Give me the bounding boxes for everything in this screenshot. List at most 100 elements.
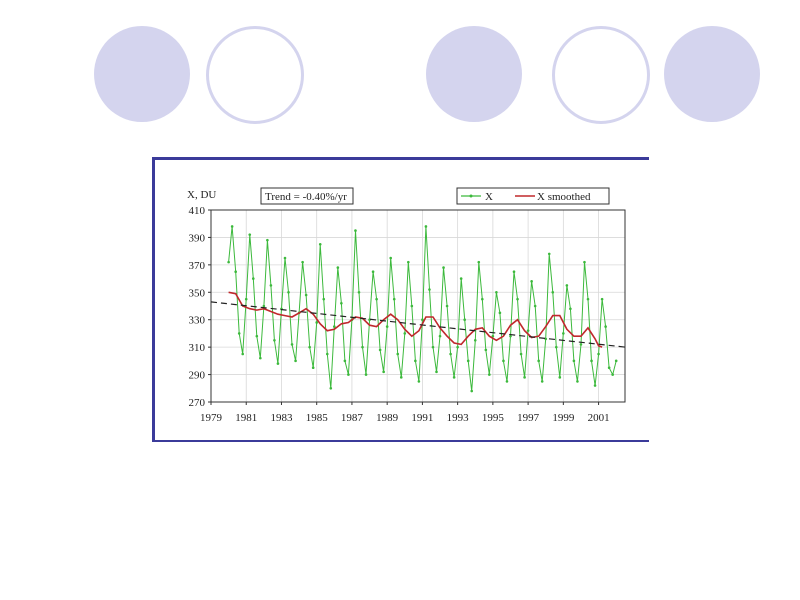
chart: 270 290 310 330 350 370 390 410 1979 1981 1983 1985… [187, 187, 626, 424]
data-point-x [301, 260, 304, 264]
data-point-x [572, 359, 576, 363]
y-tick-label: 290 [189, 370, 206, 382]
data-point-x [340, 301, 343, 305]
data-point-x [357, 290, 361, 294]
y-tick-label: 330 [189, 315, 206, 327]
data-point-x [248, 233, 252, 236]
data-point-x [333, 325, 336, 328]
x-tick-label: 1997 [517, 412, 540, 424]
data-point-x [283, 256, 287, 260]
x-tick-label: 1991 [411, 412, 433, 424]
plot-area-border [210, 209, 626, 403]
data-point-x [378, 348, 382, 352]
data-point-x [407, 260, 410, 264]
data-point-x [371, 270, 375, 274]
data-point-x [579, 343, 583, 346]
data-point-x [530, 280, 533, 283]
data-point-x [385, 325, 389, 328]
x-tick-label: 1995 [482, 412, 505, 424]
data-point-x [569, 307, 572, 311]
decor-circle-3 [426, 26, 522, 122]
decor-circle-5 [664, 26, 760, 122]
data-point-x [234, 270, 237, 274]
data-point-x [565, 284, 569, 287]
data-point-x [318, 242, 322, 246]
data-point-x [491, 334, 495, 338]
data-point-x [230, 225, 234, 228]
data-point-x [375, 297, 378, 301]
data-point-x [459, 277, 463, 280]
decor-circle-2 [206, 26, 304, 124]
data-point-x [241, 352, 245, 356]
y-axis-label: X, DU [187, 189, 216, 201]
data-point-x [607, 366, 611, 370]
y-tick-label: 410 [189, 205, 206, 217]
y-tick-label: 390 [189, 232, 206, 244]
data-point-x [554, 345, 558, 349]
x-tick-label: 1987 [341, 412, 364, 424]
series-line-x-smoothed [228, 291, 603, 348]
x-tick-label: 1989 [376, 412, 399, 424]
decor-circle-1 [94, 26, 190, 122]
data-point-x [540, 380, 544, 383]
data-point-x [466, 359, 470, 363]
data-point-x [244, 297, 248, 301]
data-point-x [259, 356, 262, 360]
data-point-x [477, 260, 481, 264]
data-point-x [519, 352, 523, 356]
data-point-x [604, 325, 607, 328]
y-tick-label: 350 [189, 287, 206, 299]
x-tick-label: 1985 [306, 412, 329, 424]
data-point-x [417, 380, 421, 383]
x-tick-label: 1979 [200, 412, 223, 424]
data-point-x [424, 225, 428, 228]
data-point-x [597, 352, 600, 356]
data-point-x [523, 376, 526, 379]
data-point-x [495, 290, 498, 294]
y-tick-label: 270 [189, 397, 206, 409]
data-point-x [227, 260, 230, 264]
grid [210, 209, 625, 403]
series [210, 225, 626, 393]
data-point-x [600, 297, 604, 301]
data-point-x [364, 373, 368, 376]
data-point-x [470, 389, 474, 393]
data-point-x [431, 345, 435, 349]
data-point-x [329, 386, 333, 390]
data-point-x [428, 288, 431, 291]
data-point-x [354, 229, 357, 232]
legend-label-x: X [485, 191, 493, 203]
y-tick-label: 310 [189, 342, 206, 354]
data-point-x [576, 380, 579, 383]
x-tick-label: 1999 [552, 412, 575, 424]
data-point-x [516, 297, 519, 301]
data-point-x [262, 304, 266, 308]
legend-marker-x [469, 194, 473, 198]
data-point-x [547, 252, 551, 256]
data-point-x [294, 359, 297, 363]
data-point-x [586, 297, 590, 301]
x-tick-label: 1981 [235, 412, 257, 424]
data-point-x [304, 293, 308, 297]
trend-annotation-box [260, 187, 354, 205]
data-point-x [322, 297, 326, 301]
data-point-x [484, 348, 488, 352]
data-point-x [505, 380, 509, 383]
data-point-x [481, 297, 484, 301]
data-point-x [435, 370, 438, 374]
data-point-x [544, 337, 548, 341]
data-point-x [502, 359, 505, 363]
data-point-x [399, 376, 403, 379]
data-point-x [361, 345, 364, 349]
data-point-x [537, 359, 540, 363]
x-tick-label: 2001 [588, 412, 610, 424]
data-point-x [382, 370, 385, 374]
data-point-x [498, 311, 502, 315]
data-point-x [308, 345, 311, 349]
data-point-x [389, 256, 392, 260]
data-point-x [456, 345, 459, 349]
data-point-x [442, 266, 445, 269]
data-point-x [336, 266, 340, 269]
data-point-x [558, 376, 562, 379]
data-point-x [290, 343, 294, 346]
